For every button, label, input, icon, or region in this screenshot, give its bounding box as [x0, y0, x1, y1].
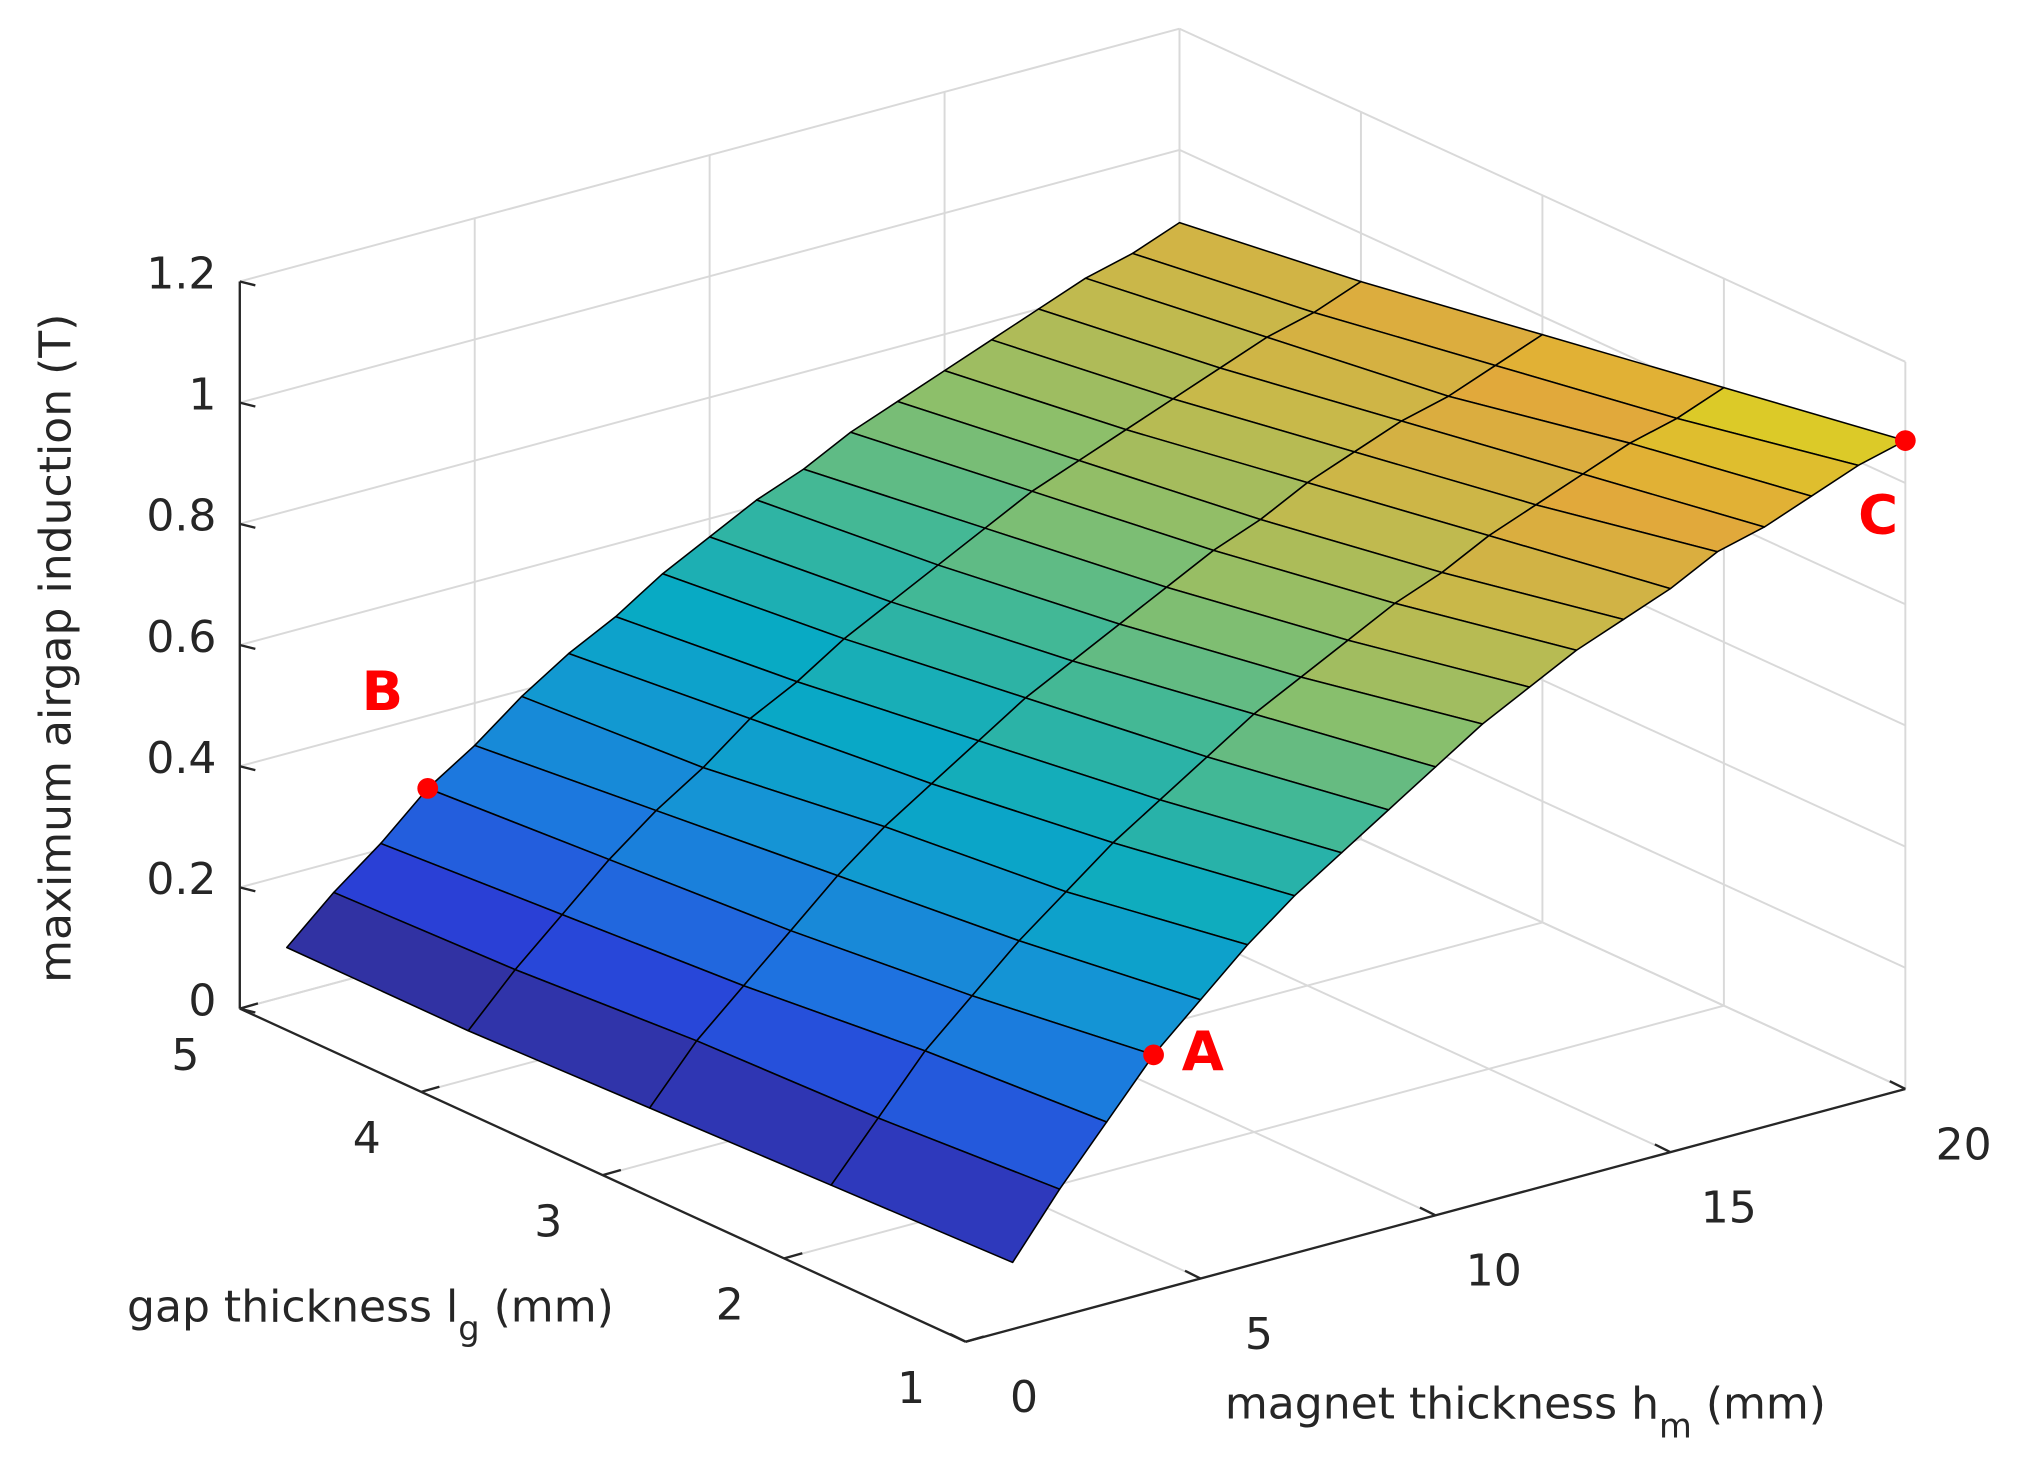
z-tick-label: 0: [188, 975, 216, 1026]
z-tick: [239, 643, 256, 651]
z-tick-label: 1.2: [146, 248, 216, 299]
annotation-point: [417, 778, 439, 799]
z-tick-label: 0.8: [146, 491, 216, 542]
z-tick: [239, 886, 256, 893]
annotation-point: [1143, 1044, 1164, 1066]
x-tick-label: 10: [1466, 1246, 1522, 1297]
z-tick-label: 0.4: [146, 733, 216, 784]
x-axis-title-text: magnet thickness h: [1225, 1379, 1659, 1430]
surface-face: [830, 1117, 1061, 1264]
grid-line: [239, 148, 1180, 404]
z-tick: [239, 280, 256, 287]
y-axis-title-text: gap thickness l: [127, 1281, 458, 1332]
x-axis-title: magnet thickness hm (mm): [1225, 1379, 1826, 1445]
z-tick: [239, 1007, 256, 1014]
y-tick-label: 5: [171, 1030, 199, 1081]
y-axis-title: gap thickness lg (mm): [127, 1281, 614, 1347]
x-tick: [1184, 1269, 1202, 1280]
annotation-label: B: [362, 659, 403, 723]
z-axis-title: maximum airgap induction (T): [30, 314, 81, 983]
x-axis-title-sub: m: [1659, 1406, 1692, 1445]
x-tick: [1889, 1080, 1906, 1091]
surface: [285, 221, 1907, 1264]
y-tick-label: 1: [897, 1363, 925, 1414]
z-tick-label: 0.2: [146, 854, 216, 905]
x-axis: [965, 1087, 1906, 1343]
z-tick-label: 1: [188, 369, 216, 420]
z-tick: [239, 401, 256, 408]
y-tick: [965, 1335, 985, 1343]
y-axis-title-sub: g: [458, 1309, 479, 1348]
x-tick-label: 20: [1936, 1119, 1992, 1170]
x-tick: [1419, 1206, 1437, 1217]
grid-line: [239, 270, 1180, 525]
y-tick-label: 4: [353, 1113, 381, 1164]
x-tick-label: 15: [1701, 1182, 1757, 1233]
annotation-point: [1894, 430, 1916, 451]
annotation-label: A: [1182, 1019, 1224, 1083]
grid-line: [239, 27, 1180, 283]
y-axis-title-unit: (mm): [480, 1281, 614, 1332]
y-tick-label: 2: [716, 1280, 744, 1331]
x-axis-title-unit: (mm): [1692, 1379, 1826, 1430]
z-tick: [239, 522, 256, 529]
y-tick-label: 3: [534, 1196, 562, 1247]
x-tick-label: 5: [1245, 1309, 1273, 1360]
y-tick: [602, 1168, 622, 1177]
x-tick-label: 0: [1010, 1372, 1038, 1423]
annotation-label: C: [1858, 482, 1898, 546]
y-tick: [420, 1085, 440, 1093]
y-tick: [239, 1002, 259, 1010]
grid-line: [1179, 27, 1906, 363]
z-tick-label: 0.6: [146, 612, 216, 663]
z-tick: [239, 765, 256, 772]
y-tick: [783, 1252, 803, 1260]
x-tick: [949, 1332, 967, 1343]
x-tick: [1654, 1143, 1671, 1154]
